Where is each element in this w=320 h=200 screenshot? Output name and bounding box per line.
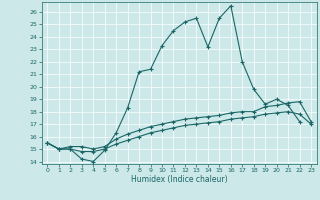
X-axis label: Humidex (Indice chaleur): Humidex (Indice chaleur) (131, 175, 228, 184)
